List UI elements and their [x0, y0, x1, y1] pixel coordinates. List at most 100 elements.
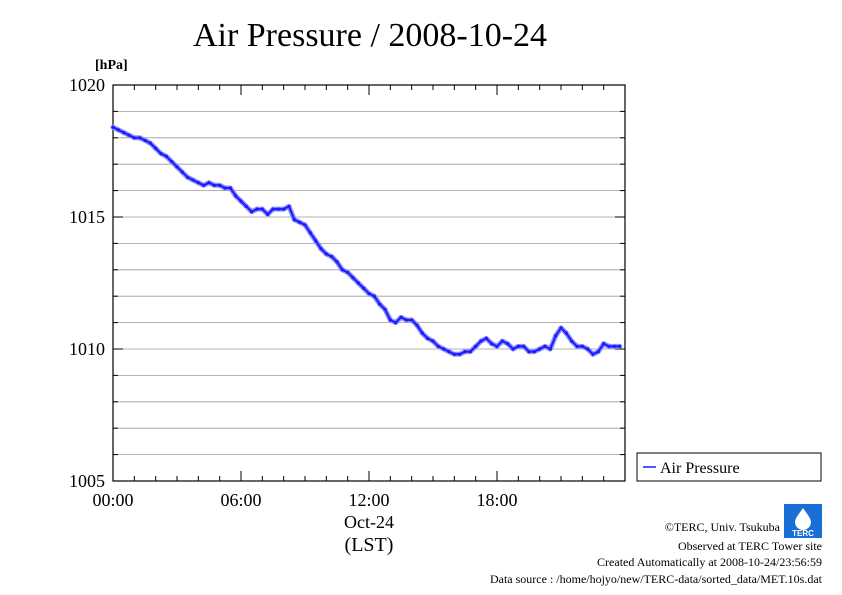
data-point	[170, 159, 174, 164]
data-point	[330, 255, 334, 259]
data-point	[276, 207, 280, 211]
data-point	[362, 286, 366, 290]
data-point	[612, 344, 616, 348]
data-point	[223, 186, 227, 190]
observed-text: Observed at TERC Tower site	[678, 539, 822, 553]
data-point	[212, 183, 216, 187]
data-point	[132, 136, 136, 140]
legend-box	[636, 452, 822, 482]
data-point	[575, 344, 579, 348]
data-point	[287, 204, 291, 209]
data-point	[452, 352, 456, 356]
data-point	[116, 128, 120, 132]
series-halo	[110, 124, 623, 357]
data-point	[479, 339, 483, 343]
data-point	[367, 291, 371, 296]
data-point	[319, 247, 323, 251]
data-point	[394, 321, 398, 325]
data-point	[324, 252, 328, 256]
x-axis-timezone: (LST)	[345, 534, 394, 556]
y-tick-label: 1020	[69, 75, 105, 95]
data-point	[111, 125, 115, 129]
data-point	[543, 344, 547, 348]
data-point	[196, 181, 200, 185]
data-point	[490, 342, 494, 346]
data-point	[202, 183, 206, 187]
grid-lines	[113, 111, 625, 456]
data-point	[602, 342, 606, 346]
data-point	[506, 342, 510, 346]
data-point	[191, 178, 195, 182]
legend-label: Air Pressure	[660, 460, 740, 477]
data-point	[292, 218, 296, 222]
data-point	[250, 210, 254, 214]
data-point	[580, 344, 584, 348]
data-point	[180, 170, 184, 174]
data-point	[495, 344, 499, 348]
data-point	[159, 152, 163, 156]
data-point	[383, 307, 387, 311]
data-point	[548, 347, 552, 351]
data-point	[127, 133, 131, 137]
data-point	[436, 344, 440, 348]
data-point	[474, 344, 478, 348]
data-point	[404, 318, 408, 322]
data-point	[244, 204, 248, 209]
data-point	[207, 181, 211, 185]
data-point	[154, 146, 158, 150]
data-point	[388, 318, 392, 322]
data-point	[420, 331, 424, 335]
x-tick-label: 18:00	[476, 490, 517, 510]
data-point	[426, 336, 430, 341]
data-point	[260, 207, 264, 211]
series-layer	[110, 124, 623, 357]
logo-text: TERC	[792, 529, 814, 538]
data-point	[532, 350, 536, 354]
data-point	[618, 344, 622, 348]
data-point	[500, 339, 504, 343]
data-point	[186, 175, 190, 179]
data-point	[356, 281, 360, 285]
data-point	[596, 350, 600, 354]
y-tick-label: 1005	[69, 471, 105, 491]
data-point	[522, 344, 526, 348]
source-text: Data source : /home/hojyo/new/TERC-data/…	[490, 572, 823, 586]
water-drop-icon	[795, 508, 811, 530]
created-text: Created Automatically at 2008-10-24/23:5…	[597, 555, 822, 569]
data-point	[351, 276, 355, 280]
data-point	[314, 239, 318, 243]
data-point	[468, 350, 472, 354]
chart-title: Air Pressure / 2008-10-24	[193, 17, 547, 54]
data-point	[564, 331, 568, 335]
data-point	[415, 323, 419, 327]
data-point	[164, 154, 168, 158]
data-point	[516, 344, 520, 348]
data-point	[228, 186, 232, 190]
y-tick-label: 1015	[69, 207, 105, 227]
data-point	[431, 339, 435, 343]
data-point	[511, 347, 515, 351]
data-point	[234, 194, 238, 198]
x-tick-label: 06:00	[220, 490, 261, 510]
data-point	[447, 350, 451, 354]
data-point	[303, 223, 307, 227]
copyright-text: ©TERC, Univ. Tsukuba	[665, 520, 781, 534]
y-tick-label: 1010	[69, 339, 105, 359]
data-point	[271, 207, 275, 211]
data-point	[282, 207, 286, 211]
data-point	[586, 347, 590, 351]
plot-frame	[112, 84, 626, 482]
data-point	[410, 318, 414, 322]
data-point	[527, 350, 531, 354]
data-point	[591, 352, 595, 356]
data-point	[559, 326, 563, 330]
x-tick-label: 12:00	[348, 490, 389, 510]
data-point	[266, 212, 270, 216]
legend: Air Pressure	[636, 452, 822, 482]
data-point	[175, 165, 179, 169]
terc-logo: TERC	[784, 504, 822, 538]
data-point	[143, 138, 147, 143]
data-point	[308, 231, 312, 235]
data-point	[298, 220, 302, 224]
